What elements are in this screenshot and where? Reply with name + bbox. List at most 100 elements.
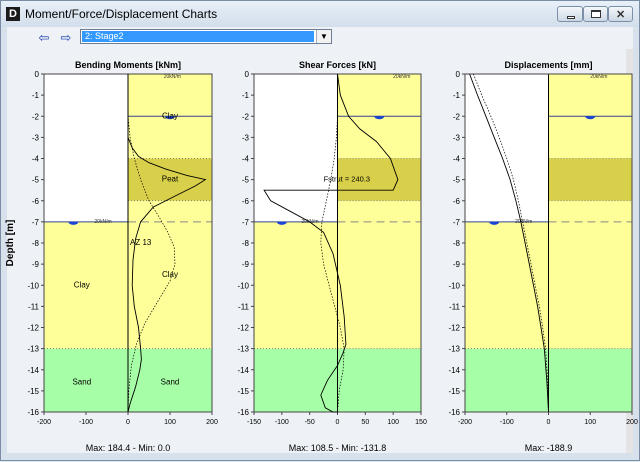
y-tick-label: -7 xyxy=(32,218,40,227)
stage-dropdown[interactable]: 2: Stage2 ▼ xyxy=(80,29,332,44)
y-tick-label: -3 xyxy=(32,133,40,142)
previous-stage-button[interactable]: ⇦ xyxy=(37,31,51,45)
y-tick-label: -9 xyxy=(32,260,40,269)
minimize-button[interactable] xyxy=(557,6,583,22)
x-tick-label: -50 xyxy=(305,419,315,426)
soil-layer-peat xyxy=(128,158,212,201)
chart-summary: Max: 184.4 - Min: 0.0 xyxy=(86,443,171,453)
soil-layer-sand-left xyxy=(44,348,128,412)
window-title: Moment/Force/Displacement Charts xyxy=(25,7,218,21)
soil-layer-clay xyxy=(128,200,212,349)
soil-label: Sand xyxy=(72,378,91,387)
soil-layer-peat xyxy=(337,158,421,201)
soil-layer-sand xyxy=(128,348,212,412)
water-level-marker-left xyxy=(68,221,79,225)
soil-layer-sand xyxy=(337,348,421,412)
next-stage-button[interactable]: ⇨ xyxy=(59,31,73,45)
y-tick-label: -7 xyxy=(453,218,461,227)
y-tick-label: -16 xyxy=(27,408,39,417)
water-level-marker-left xyxy=(276,221,287,225)
title-bar[interactable]: D Moment/Force/Displacement Charts ✕ xyxy=(1,1,639,27)
strut-force-label: Fstrut = 240.3 xyxy=(324,175,370,184)
minimize-icon xyxy=(567,16,575,19)
water-level-marker-right xyxy=(165,116,175,120)
y-tick-label: -16 xyxy=(448,408,460,417)
chart-title: Bending Moments [kNm] xyxy=(75,60,181,70)
x-tick-label: 100 xyxy=(584,419,596,426)
soil-layer-sand xyxy=(548,348,632,412)
load-label: 20kN/m xyxy=(515,219,532,225)
series-line-dotted xyxy=(473,73,549,413)
water-level-marker-left xyxy=(489,221,500,225)
y-tick-label: -7 xyxy=(242,218,250,227)
x-tick-label: 0 xyxy=(126,419,130,426)
y-tick-label: -3 xyxy=(453,133,461,142)
y-tick-label: -5 xyxy=(32,176,40,185)
chart-title: Displacements [mm] xyxy=(504,60,592,70)
maximize-icon xyxy=(591,10,601,18)
soil-layer-sand-left xyxy=(465,348,549,412)
x-tick-label: 200 xyxy=(206,419,218,426)
y-tick-label: -16 xyxy=(237,408,249,417)
water-level-marker-right xyxy=(374,116,385,120)
depth-axis-label: Depth [m] xyxy=(5,220,16,267)
soil-layer-clay-left xyxy=(254,221,338,349)
load-label: 20kN/m xyxy=(393,74,410,80)
y-tick-label: -12 xyxy=(237,324,249,333)
y-tick-label: -2 xyxy=(32,112,40,121)
x-tick-label: 100 xyxy=(387,419,399,426)
soil-label: Clay xyxy=(162,270,178,279)
y-tick-label: -9 xyxy=(453,260,461,269)
soil-label: Clay xyxy=(74,280,90,289)
x-tick-label: 0 xyxy=(547,419,551,426)
soil-label: Sand xyxy=(161,378,180,387)
y-tick-label: -10 xyxy=(448,281,460,290)
chevron-down-icon[interactable]: ▼ xyxy=(316,30,331,43)
y-tick-label: -11 xyxy=(238,302,250,311)
y-tick-label: -3 xyxy=(242,133,250,142)
x-tick-label: -150 xyxy=(247,419,261,426)
y-tick-label: -4 xyxy=(32,155,40,164)
y-tick-label: -1 xyxy=(453,91,461,100)
y-tick-label: -15 xyxy=(27,387,39,396)
y-tick-label: -6 xyxy=(242,197,250,206)
y-tick-label: -12 xyxy=(448,324,460,333)
y-tick-label: -5 xyxy=(453,176,461,185)
chart-summary: Max: 108.5 - Min: -131.8 xyxy=(289,443,387,453)
y-tick-label: -14 xyxy=(237,366,249,375)
y-tick-label: -2 xyxy=(242,112,250,121)
load-label: 20kN/m xyxy=(590,74,607,80)
series-line-dotted xyxy=(127,74,176,413)
soil-label: Clay xyxy=(162,111,178,120)
x-tick-label: -200 xyxy=(37,419,51,426)
x-tick-label: 0 xyxy=(336,419,340,426)
close-icon: ✕ xyxy=(616,9,626,21)
x-tick-label: -100 xyxy=(500,419,514,426)
chart-title: Shear Forces [kN] xyxy=(299,60,376,70)
series-line-solid xyxy=(263,73,399,413)
y-tick-label: -1 xyxy=(32,91,40,100)
y-tick-label: -10 xyxy=(27,281,39,290)
y-tick-label: -8 xyxy=(242,239,250,248)
y-tick-label: -13 xyxy=(448,345,460,354)
x-tick-label: 100 xyxy=(164,419,176,426)
maximize-button[interactable] xyxy=(583,6,608,22)
y-tick-label: -15 xyxy=(448,387,460,396)
soil-layer-peat xyxy=(548,158,632,201)
y-tick-label: -15 xyxy=(237,387,249,396)
soil-layer-clay xyxy=(337,200,421,349)
y-tick-label: -6 xyxy=(32,197,40,206)
y-tick-label: -13 xyxy=(27,345,39,354)
x-tick-label: -100 xyxy=(79,419,93,426)
y-tick-label: -5 xyxy=(242,176,250,185)
close-button[interactable]: ✕ xyxy=(608,6,633,22)
soil-layer-clay xyxy=(548,200,632,349)
y-tick-label: -14 xyxy=(27,366,39,375)
x-tick-label: -200 xyxy=(458,419,472,426)
water-level-marker-right xyxy=(585,116,596,120)
y-tick-label: -9 xyxy=(242,260,250,269)
y-tick-label: -12 xyxy=(27,324,39,333)
y-tick-label: -4 xyxy=(453,155,461,164)
x-tick-label: -100 xyxy=(275,419,289,426)
